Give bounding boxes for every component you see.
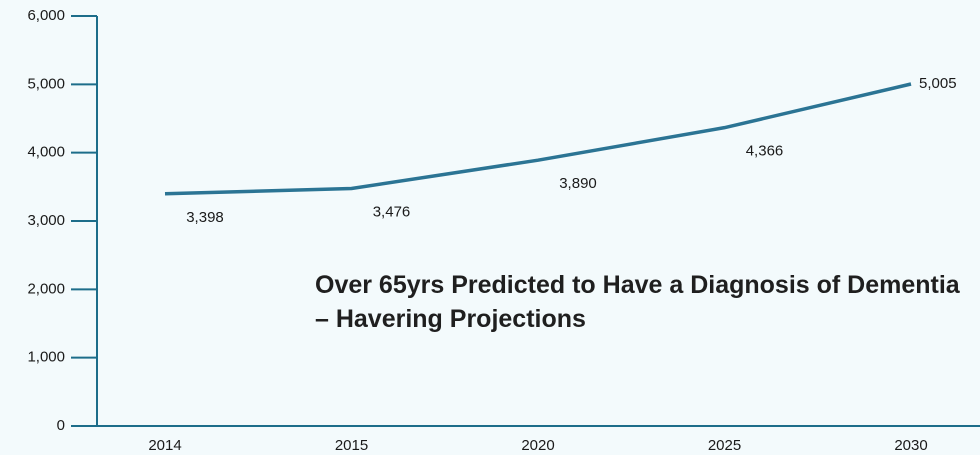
y-tick-label: 3,000 bbox=[27, 212, 65, 229]
y-tick-label: 5,000 bbox=[27, 75, 65, 92]
y-tick-label: 2,000 bbox=[27, 280, 65, 297]
y-tick-label: 1,000 bbox=[27, 349, 65, 366]
value-label: 4,366 bbox=[746, 143, 784, 160]
value-label: 3,476 bbox=[373, 203, 411, 220]
x-tick-label: 2020 bbox=[521, 437, 554, 454]
x-tick-label: 2025 bbox=[708, 437, 741, 454]
chart-title: Over 65yrs Predicted to Have a Diagnosis… bbox=[315, 271, 960, 333]
x-tick-label: 2030 bbox=[894, 437, 927, 454]
y-tick-label: 4,000 bbox=[27, 144, 65, 161]
value-label: 3,890 bbox=[559, 175, 597, 192]
y-tick-label: 6,000 bbox=[27, 7, 65, 24]
y-tick-label: 0 bbox=[57, 417, 65, 434]
value-label: 5,005 bbox=[919, 75, 957, 92]
line bbox=[164, 82, 912, 196]
value-label: 3,398 bbox=[186, 209, 224, 226]
x-tick-label: 2014 bbox=[148, 437, 181, 454]
x-tick-label: 2015 bbox=[335, 437, 368, 454]
